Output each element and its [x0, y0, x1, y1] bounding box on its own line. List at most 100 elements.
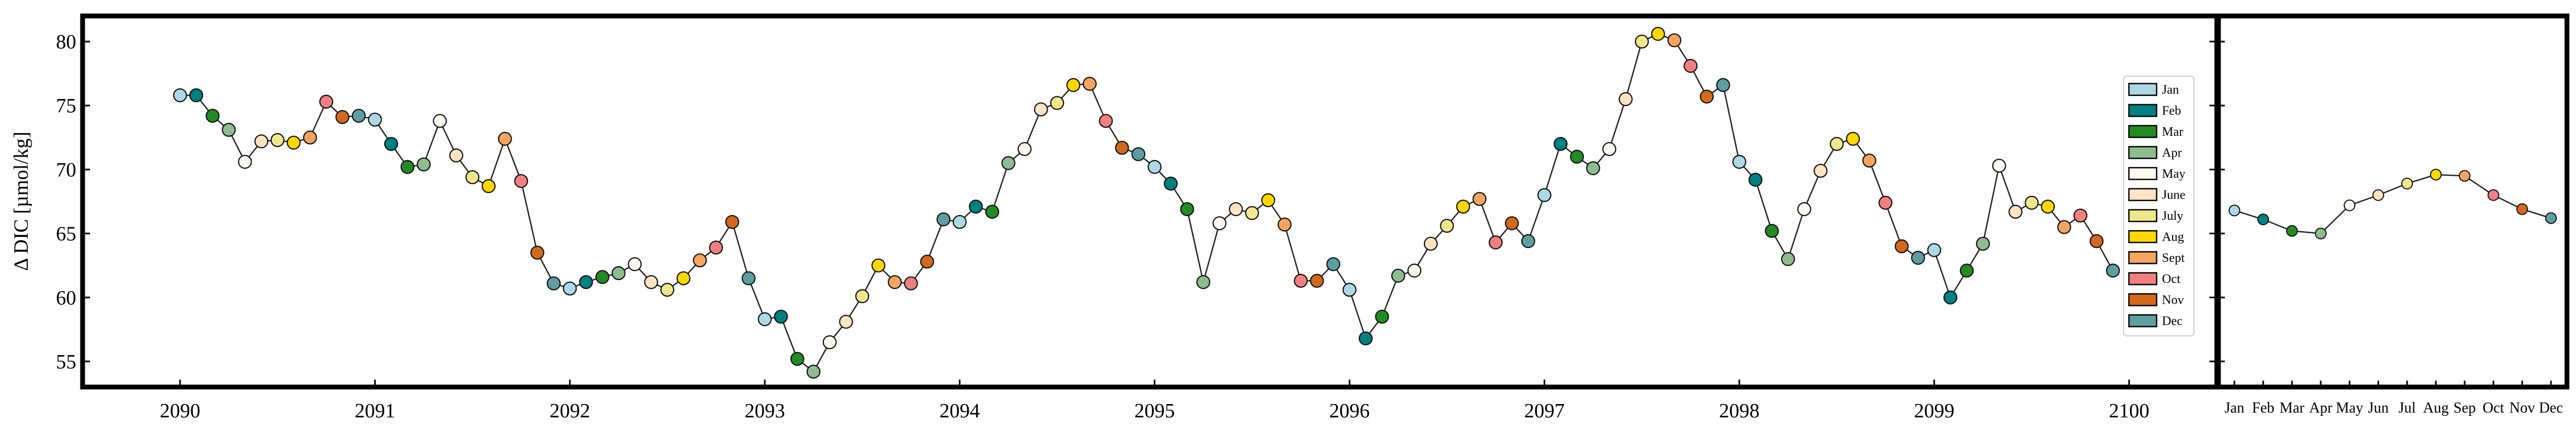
data-point	[1716, 78, 1730, 92]
data-point	[1699, 89, 1714, 104]
data-point	[660, 283, 675, 297]
data-point	[1163, 176, 1178, 191]
main-axes: 2090 2091 2092 2093 2094 2095 2096 2097 2098 2099…	[56, 31, 2217, 422]
clim-data-point	[2229, 204, 2240, 217]
data-point	[725, 215, 740, 229]
data-point	[985, 204, 1000, 219]
legend: Jan Feb Mar Apr May June July Aug Sept Oct Nov Dec	[2123, 76, 2194, 336]
clim-data-point	[2315, 227, 2327, 240]
clim-x-tick-label: Jul	[2399, 400, 2416, 416]
legend-label: June	[2162, 188, 2185, 202]
climatology-plot-frame	[2216, 13, 2570, 390]
data-point	[693, 253, 707, 268]
legend-label: Aug	[2162, 231, 2184, 244]
data-point	[774, 309, 788, 324]
data-point	[400, 160, 415, 174]
clim-data-point	[2430, 169, 2442, 181]
legend-label: Jan	[2162, 83, 2179, 97]
data-point	[2040, 200, 2055, 214]
legend-label: Mar	[2162, 125, 2183, 139]
data-point	[368, 112, 382, 127]
legend-swatch	[2128, 167, 2158, 180]
data-point	[1326, 257, 1341, 272]
clim-x-tick-label: Oct	[2483, 400, 2505, 416]
data-point	[1764, 224, 1779, 238]
data-point	[709, 240, 723, 255]
data-point	[595, 270, 610, 284]
clim-data-point	[2545, 212, 2557, 224]
data-point	[1034, 102, 1048, 117]
data-point	[222, 122, 236, 137]
data-point	[2105, 264, 2120, 278]
data-point	[254, 134, 269, 149]
clim-x-tick-label: Apr	[2309, 400, 2332, 416]
legend-label: Sept	[2162, 251, 2185, 265]
y-tick-label: 60	[56, 287, 76, 309]
x-tick-label: 2093	[744, 400, 785, 422]
legend-swatch	[2128, 314, 2158, 327]
data-point	[1504, 216, 1519, 231]
legend-label: Feb	[2162, 104, 2181, 118]
data-point	[839, 315, 853, 329]
clim-x-tick-label: Aug	[2423, 400, 2449, 416]
data-point	[806, 365, 821, 379]
data-point	[1375, 309, 1389, 324]
clim-x-tick-label: Sep	[2453, 400, 2476, 416]
legend-swatch	[2128, 272, 2158, 285]
data-point	[303, 130, 317, 145]
clim-x-tick-label: Jan	[2224, 400, 2244, 416]
climatology-axes: Jan Feb Mar Apr May Jun Jul Aug Sep Oct Nov Dec	[2218, 40, 2563, 416]
legend-swatch	[2128, 104, 2158, 117]
data-point	[758, 312, 772, 326]
clim-x-tick-label: Dec	[2539, 400, 2563, 416]
clim-data-point	[2344, 199, 2355, 211]
data-point	[1553, 137, 1568, 151]
clim-x-tick-label: Mar	[2280, 400, 2305, 416]
data-point	[287, 135, 301, 150]
data-point	[352, 109, 366, 123]
data-point	[1732, 154, 1747, 169]
clim-x-tick-label: May	[2336, 400, 2363, 416]
data-point	[1391, 268, 1405, 283]
legend-swatch	[2128, 251, 2158, 265]
data-point	[1212, 216, 1227, 231]
legend-swatch	[2128, 83, 2158, 96]
data-point	[1456, 200, 1470, 214]
data-point	[433, 113, 447, 128]
clim-data-point	[2372, 189, 2384, 201]
data-point	[1797, 202, 1811, 217]
data-point	[1651, 27, 1665, 41]
data-point	[1293, 274, 1308, 288]
data-point	[1229, 202, 1243, 217]
data-point	[790, 352, 805, 366]
data-point	[2073, 208, 2088, 223]
clim-data-point	[2516, 203, 2528, 215]
data-point	[1147, 160, 1162, 174]
y-tick-label: 80	[56, 31, 76, 53]
x-tick-label: 2096	[1329, 400, 1370, 422]
clim-x-tick-label: Jun	[2368, 400, 2389, 416]
legend-label: Oct	[2162, 273, 2181, 286]
x-tick-label: 2094	[939, 400, 980, 422]
legend-swatch	[2128, 125, 2158, 138]
data-point	[1310, 274, 1324, 288]
clim-data-point	[2286, 225, 2298, 237]
data-point	[1602, 142, 1617, 157]
data-point	[611, 266, 626, 281]
data-point	[1131, 147, 1146, 161]
data-point	[644, 275, 659, 290]
legend-swatch	[2128, 188, 2158, 201]
main-series	[173, 27, 2120, 379]
x-tick-label: 2095	[1135, 400, 1175, 422]
data-point	[1878, 195, 1893, 210]
x-tick-label: 2098	[1719, 400, 1760, 422]
series-line	[180, 33, 2114, 373]
x-tick-label: 2090	[160, 400, 200, 422]
climatology-series	[2229, 169, 2557, 240]
data-point	[1488, 235, 1503, 250]
legend-label: July	[2162, 209, 2183, 223]
data-point	[1050, 96, 1064, 110]
data-point	[335, 110, 350, 124]
data-point	[1342, 283, 1357, 297]
data-point	[1358, 331, 1373, 345]
